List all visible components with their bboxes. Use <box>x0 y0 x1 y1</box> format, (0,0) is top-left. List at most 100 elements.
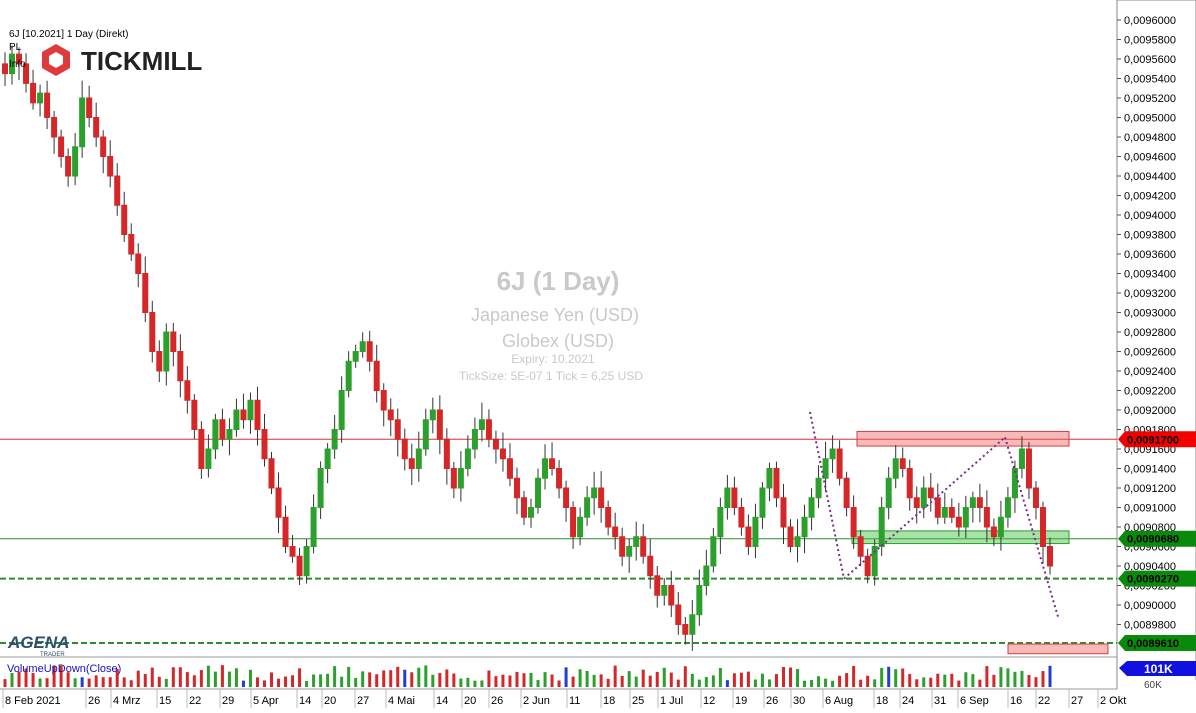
time-tick-label: 8 Feb 2021 <box>5 695 61 707</box>
candle-up <box>415 448 422 469</box>
candle-down <box>114 175 121 206</box>
candle-down <box>121 204 128 235</box>
candle-up <box>37 92 44 104</box>
candles <box>2 45 1053 651</box>
trendline <box>809 411 845 579</box>
volume-bar <box>1048 665 1052 687</box>
price-tick-label: 0,0092800 <box>1124 327 1176 339</box>
candle-down <box>549 458 556 469</box>
volume-bar <box>683 666 687 687</box>
candle-up <box>892 458 899 479</box>
price-tick-label: 0,0092000 <box>1124 405 1176 417</box>
level-tag <box>1118 635 1196 652</box>
volume-bar <box>375 674 379 687</box>
time-tick-label: 11 <box>569 695 580 707</box>
candle-up <box>759 487 766 518</box>
volume-bar <box>73 678 77 687</box>
candle-up <box>591 487 598 499</box>
candle-down <box>170 331 177 352</box>
price-tick-label: 0,0090000 <box>1124 600 1176 612</box>
candle-up <box>724 487 731 508</box>
price-tick-label: 0,0094800 <box>1124 132 1176 144</box>
volume-bar <box>227 671 231 687</box>
volume-bar <box>753 679 757 687</box>
volume-bar <box>515 671 519 687</box>
candle-down <box>142 273 149 313</box>
price-panel-bg <box>0 0 1117 657</box>
candle-down <box>128 234 135 255</box>
volume-bar <box>964 672 968 687</box>
candle-up <box>584 497 591 518</box>
volume-bar <box>368 672 372 687</box>
zones <box>851 430 1109 655</box>
candle-down <box>787 526 794 547</box>
watermark-line3: Expiry: 10.2021 <box>511 352 595 366</box>
volume-bar <box>108 677 112 687</box>
candle-down <box>731 487 738 508</box>
candle-down <box>668 585 675 606</box>
volume-bar <box>697 679 701 687</box>
time-tick-label: 20 <box>464 695 476 707</box>
time-tick-label: 16 <box>1010 695 1022 707</box>
volume-bar <box>711 675 715 687</box>
candle-down <box>773 468 780 499</box>
candle-up <box>457 468 464 489</box>
price-tick-label: 0,0094000 <box>1124 210 1176 222</box>
volume-bars <box>3 665 1052 687</box>
volume-bar <box>873 679 877 687</box>
time-tick-label: 4 Mrz <box>113 695 141 707</box>
volume-bar <box>473 680 477 687</box>
candle-down <box>913 497 920 508</box>
volume-bar <box>234 668 238 687</box>
candle-down <box>275 487 282 518</box>
candle-down <box>1025 448 1032 489</box>
candle-up <box>885 477 892 508</box>
volume-bar <box>810 679 814 687</box>
volume-bar <box>1013 671 1017 687</box>
candle-down <box>219 419 226 440</box>
volume-bar <box>746 671 750 687</box>
candle-down <box>513 477 520 499</box>
candle-down <box>387 409 394 421</box>
candle-down <box>647 555 654 577</box>
candle-up <box>72 146 79 177</box>
volume-bar <box>445 669 449 687</box>
volume-bar <box>578 669 582 687</box>
time-tick-label: 12 <box>703 695 715 707</box>
candle-up <box>661 585 668 596</box>
volume-bar <box>38 678 42 687</box>
time-tick-label: 22 <box>1038 695 1050 707</box>
volume-bar <box>466 677 470 687</box>
candle-down <box>268 458 275 489</box>
candle-down <box>156 351 163 372</box>
volume-bar <box>1020 670 1024 687</box>
candle-up <box>352 351 359 362</box>
candle-up <box>303 546 310 577</box>
volume-bar <box>213 671 217 687</box>
volume-bar <box>354 678 358 687</box>
candle-up <box>324 448 331 469</box>
volume-bar <box>592 674 596 687</box>
agena-logo-sub: TRADER <box>40 652 65 658</box>
candle-down <box>605 507 612 528</box>
volume-bar <box>859 679 863 687</box>
volume-bar <box>410 672 414 687</box>
volume-bar <box>122 677 126 687</box>
watermark: 6J (1 Day) Japanese Yen (USD) Globex (US… <box>459 266 643 383</box>
time-tick-label: 26 <box>88 695 100 707</box>
candle-down <box>780 497 787 528</box>
volume-bar <box>908 674 912 687</box>
time-tick-label: 20 <box>324 695 336 707</box>
candle-up <box>794 536 801 547</box>
candle-down <box>401 438 408 460</box>
volume-bar <box>31 673 35 687</box>
price-tick-label: 0,0090400 <box>1124 561 1176 573</box>
watermark-line4: TickSize: 5E-07 1 Tick = 6,25 USD <box>459 369 643 383</box>
candle-down <box>107 156 114 177</box>
volume-bar <box>508 675 512 687</box>
level-tag <box>1118 530 1196 547</box>
price-tick-label: 0,0092400 <box>1124 366 1176 378</box>
horizontal-levels <box>0 438 1117 645</box>
time-tick-label: 26 <box>766 695 778 707</box>
